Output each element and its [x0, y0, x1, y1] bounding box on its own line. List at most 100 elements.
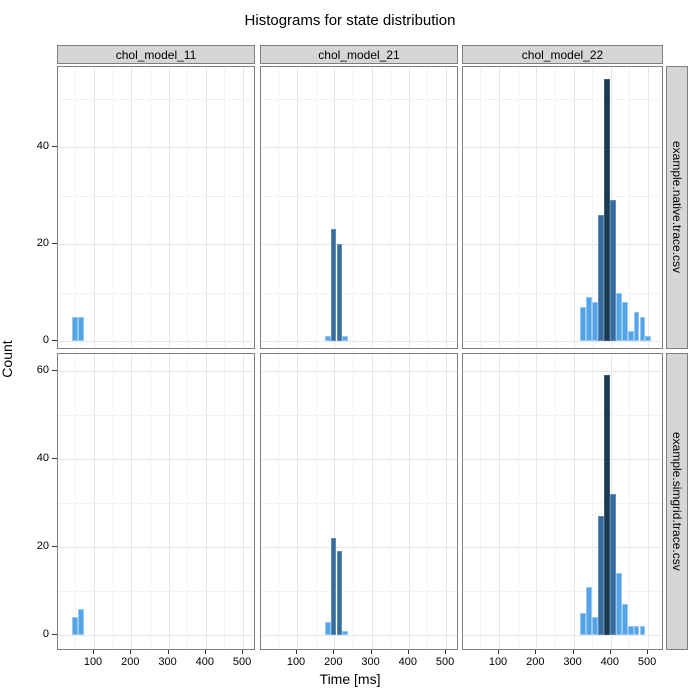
gridline-minor-horizontal — [463, 195, 662, 197]
gridline-major-vertical — [205, 354, 207, 649]
histogram-bar — [621, 302, 628, 341]
facet-strip-row-2-label: example.simgrid.trace.csv — [670, 432, 684, 571]
facet-strip-col-2-label: chol_model_21 — [318, 47, 400, 62]
gridline-major-horizontal — [58, 635, 254, 636]
histogram-bar — [72, 617, 78, 635]
facet-strip-row-2: example.simgrid.trace.csv — [666, 353, 688, 650]
gridline-major-vertical — [499, 67, 500, 348]
gridline-minor-vertical — [112, 354, 114, 649]
x-tick-mark — [93, 650, 94, 654]
x-tick-mark — [609, 650, 611, 654]
gridline-minor-vertical — [352, 354, 354, 649]
x-tick-label: 400 — [398, 656, 417, 668]
gridline-minor-vertical — [187, 354, 189, 649]
x-tick-mark — [370, 650, 372, 654]
x-tick-label: 100 — [488, 656, 508, 668]
gridline-minor-vertical — [629, 67, 631, 348]
y-tick-label: 20 — [36, 540, 49, 552]
gridline-minor-horizontal — [58, 591, 254, 592]
gridline-major-horizontal — [58, 147, 254, 148]
gridline-minor-horizontal — [463, 292, 662, 294]
y-tick-mark — [52, 340, 57, 341]
gridline-major-vertical — [371, 67, 373, 348]
gridline-minor-vertical — [480, 67, 482, 348]
gridline-minor-horizontal — [58, 415, 254, 416]
gridline-minor-vertical — [390, 67, 392, 348]
gridline-major-horizontal — [261, 635, 457, 636]
histogram-bar — [342, 336, 349, 341]
gridline-minor-horizontal — [58, 503, 254, 504]
gridline-major-horizontal — [261, 459, 457, 460]
y-tick-mark — [52, 458, 57, 459]
gridline-major-horizontal — [463, 244, 662, 245]
gridline-minor-horizontal — [261, 415, 457, 416]
histogram-bar — [615, 573, 622, 635]
gridline-major-horizontal — [463, 635, 662, 636]
y-tick-mark — [52, 146, 57, 147]
histogram-bar — [77, 316, 84, 341]
x-tick-mark — [167, 650, 169, 654]
gridline-major-vertical — [243, 354, 245, 649]
gridline-minor-vertical — [480, 354, 482, 649]
histogram-bar — [591, 617, 598, 635]
x-tick-label: 500 — [435, 656, 455, 668]
x-tick-label: 100 — [83, 656, 103, 668]
gridline-major-vertical — [573, 354, 575, 649]
gridline-minor-vertical — [75, 67, 77, 348]
gridline-minor-vertical — [427, 67, 429, 348]
histogram-bar — [633, 626, 640, 635]
gridline-major-vertical — [499, 354, 500, 649]
gridline-minor-vertical — [149, 67, 151, 348]
gridline-major-vertical — [536, 67, 538, 348]
histogram-bar — [342, 630, 349, 635]
histogram-bar — [579, 613, 586, 635]
x-tick-label: 300 — [361, 656, 380, 668]
x-tick-mark — [242, 650, 244, 654]
histogram-bar — [639, 626, 646, 635]
y-tick-label: 40 — [36, 140, 49, 152]
gridline-minor-vertical — [112, 67, 114, 348]
gridline-minor-horizontal — [463, 503, 662, 504]
gridline-major-horizontal — [261, 147, 457, 148]
panel-simgrid-chol-model-22 — [462, 353, 663, 650]
gridline-major-vertical — [334, 67, 336, 348]
y-tick-label: 40 — [36, 452, 49, 464]
gridline-major-horizontal — [261, 244, 457, 245]
gridline-minor-horizontal — [58, 195, 254, 197]
gridline-minor-vertical — [224, 67, 226, 348]
gridline-major-vertical — [334, 354, 336, 649]
x-tick-mark — [445, 650, 447, 654]
gridline-minor-vertical — [554, 67, 556, 348]
y-tick-mark — [52, 243, 57, 244]
gridline-minor-vertical — [517, 354, 519, 649]
x-tick-mark — [535, 650, 537, 654]
gridline-minor-horizontal — [463, 98, 662, 100]
gridline-major-vertical — [648, 67, 650, 348]
gridline-major-vertical — [408, 354, 410, 649]
histogram-bar — [603, 79, 610, 341]
facet-strip-row-1-label: example.native.trace.csv — [670, 141, 684, 274]
histogram-bar — [597, 516, 604, 635]
gridline-minor-vertical — [75, 354, 77, 649]
gridline-major-vertical — [446, 354, 448, 649]
x-tick-label: 200 — [324, 656, 343, 668]
facet-strip-col-3: chol_model_22 — [462, 45, 663, 64]
y-tick-mark — [52, 370, 57, 371]
facet-strip-row-1: example.native.trace.csv — [666, 66, 688, 349]
y-tick-mark — [52, 634, 57, 635]
gridline-minor-vertical — [224, 354, 226, 649]
gridline-major-horizontal — [58, 341, 254, 342]
histogram-bar — [633, 311, 640, 341]
gridline-minor-horizontal — [261, 195, 457, 197]
gridline-major-vertical — [297, 354, 298, 649]
histogram-bar — [627, 331, 634, 341]
x-tick-mark — [204, 650, 206, 654]
x-tick-label: 300 — [158, 656, 177, 668]
x-tick-label: 100 — [286, 656, 306, 668]
gridline-major-vertical — [371, 354, 373, 649]
histogram-bar — [627, 626, 634, 635]
gridline-major-horizontal — [463, 341, 662, 342]
gridline-minor-vertical — [629, 354, 631, 649]
gridline-minor-horizontal — [58, 98, 254, 100]
